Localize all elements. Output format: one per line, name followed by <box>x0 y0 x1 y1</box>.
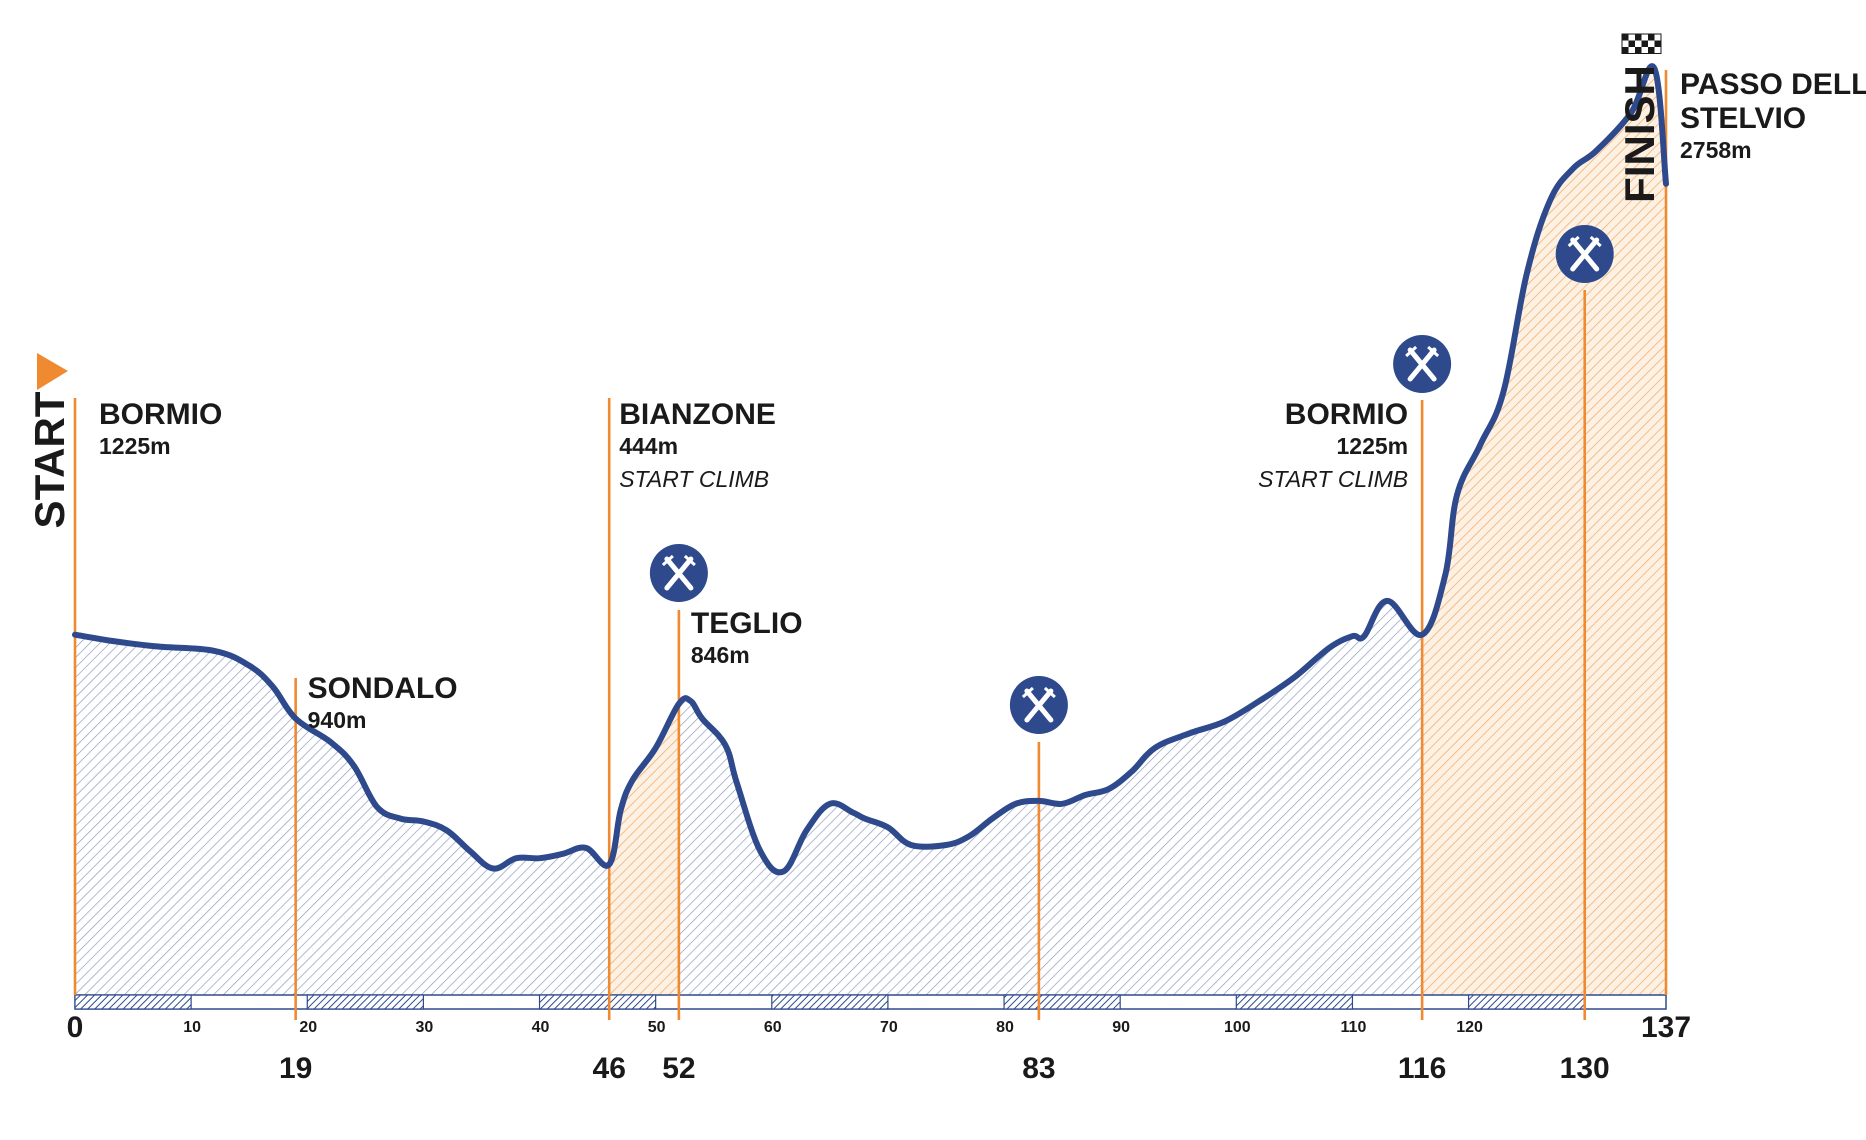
scale-bar-segment <box>1467 994 1586 1010</box>
waypoint-markers <box>73 70 1668 1020</box>
finish-marker: FINISH <box>1616 33 1663 203</box>
key-km-label: 116 <box>1398 1052 1446 1085</box>
area-flat-section-1 <box>75 634 610 995</box>
waypoint-labels: BORMIO1225mSONDALO940mBIANZONE444mSTART … <box>99 68 1866 733</box>
scale-bar-segment <box>74 994 192 1010</box>
x-tick-label: 120 <box>1456 1019 1483 1036</box>
waypoint-name: TEGLIO <box>691 607 803 640</box>
start-label: START <box>26 391 73 528</box>
finish-label: FINISH <box>1616 65 1663 203</box>
x-tick-label: 80 <box>996 1019 1014 1036</box>
key-km-label: 130 <box>1560 1052 1610 1085</box>
key-km-label: 19 <box>279 1052 312 1085</box>
x-tick-label: 100 <box>1224 1019 1251 1036</box>
key-km-label: 83 <box>1022 1052 1055 1085</box>
waypoint-label: PASSO DELLOSTELVIO2758m <box>1680 68 1866 163</box>
fork-knife-icon <box>649 544 708 602</box>
start-marker: START <box>26 353 73 528</box>
scale-bar-segment <box>1003 994 1121 1010</box>
waypoint-altitude: 1225m <box>99 433 171 459</box>
fork-knife-icon <box>1555 225 1614 283</box>
area-climb-section-1 <box>609 703 679 995</box>
waypoint-name: BORMIO <box>99 398 222 431</box>
x-tick-label: 60 <box>764 1019 782 1036</box>
x-tick-label: 137 <box>1641 1011 1691 1044</box>
waypoint-altitude: 1225m <box>1336 433 1408 459</box>
x-tick-label: 40 <box>532 1019 550 1036</box>
waypoint-altitude: 940m <box>308 707 367 733</box>
area-climb-section-2 <box>1422 66 1666 995</box>
area-flat-section-2 <box>678 600 1423 995</box>
waypoint-altitude: 444m <box>619 433 678 459</box>
waypoint-name: SONDALO <box>308 672 458 705</box>
distance-scale-bar <box>74 994 1667 1010</box>
x-tick-label: 20 <box>299 1019 317 1036</box>
profile-area <box>75 66 1666 995</box>
x-tick-label: 10 <box>183 1019 201 1036</box>
x-tick-label: 30 <box>415 1019 433 1036</box>
x-tick-label: 90 <box>1112 1019 1130 1036</box>
x-tick-label: 110 <box>1341 1019 1367 1036</box>
waypoint-altitude: 846m <box>691 642 750 668</box>
elevation-line <box>72 63 1669 876</box>
waypoint-note: START CLIMB <box>619 466 769 492</box>
scale-bar-segment <box>1235 994 1354 1010</box>
key-km-label: 46 <box>593 1052 626 1085</box>
waypoint-note: START CLIMB <box>1258 466 1408 492</box>
waypoint-name: PASSO DELLO <box>1680 68 1866 101</box>
key-km-label: 52 <box>662 1052 695 1085</box>
x-tick-label: 50 <box>648 1019 666 1036</box>
waypoint-name: BORMIO <box>1285 398 1408 431</box>
play-triangle-icon <box>37 353 68 390</box>
refreshment-icons <box>649 225 1614 734</box>
fork-knife-icon <box>1393 335 1452 393</box>
waypoint-name: BIANZONE <box>619 398 776 431</box>
scale-bar-segment <box>538 994 657 1010</box>
waypoint-name: STELVIO <box>1680 102 1806 135</box>
x-tick-label: 70 <box>880 1019 898 1036</box>
key-distance-labels: 19 46 52 83 116 130 <box>279 1052 1610 1085</box>
x-axis-ticks: 0 10 20 30 40 50 60 70 80 90 100 110 120 137 <box>67 1011 1691 1044</box>
checkered-flag-icon <box>1621 33 1662 54</box>
waypoint-altitude: 2758m <box>1680 137 1752 163</box>
scale-bar-segment <box>771 994 889 1010</box>
scale-bar-segment <box>306 994 424 1010</box>
fork-knife-icon <box>1009 676 1068 734</box>
x-tick-label: 0 <box>67 1011 84 1044</box>
